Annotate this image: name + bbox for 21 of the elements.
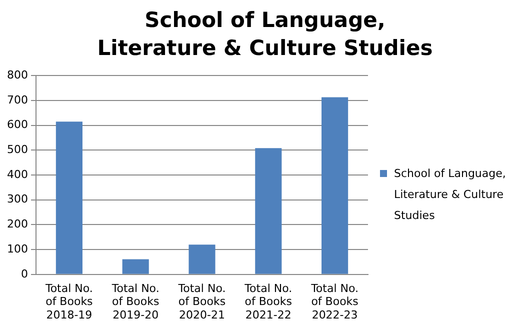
y-tick-label: 700 [6,93,28,106]
legend-label: School of Language, Literature & Culture Studies [394,166,507,224]
chart-title: School of Language, Literature & Culture Studies [96,7,434,62]
x-tick-label: Total No. of Books 2020-21 [177,282,226,322]
bar [56,122,82,274]
x-tick-label: Total No. of Books 2021-22 [244,282,292,322]
y-tick-label: 500 [6,143,28,156]
x-tick-label: Total No. of Books 2018-19 [44,282,94,322]
bar [122,259,149,274]
y-tick-label: 0 [20,267,28,280]
y-tick-label: 600 [6,118,28,132]
y-tick-label: 400 [6,168,28,181]
bar [322,97,348,274]
y-tick-label: 800 [6,68,28,82]
bar [188,244,216,274]
y-tick-label: 300 [6,192,28,206]
y-tick-label: 200 [6,218,28,231]
bar [255,148,282,274]
x-tick-label: Total No. of Books 2022-23 [310,282,359,322]
x-tick-label: Total No. of Books 2019-20 [110,282,160,322]
y-tick-label: 100 [6,242,28,256]
